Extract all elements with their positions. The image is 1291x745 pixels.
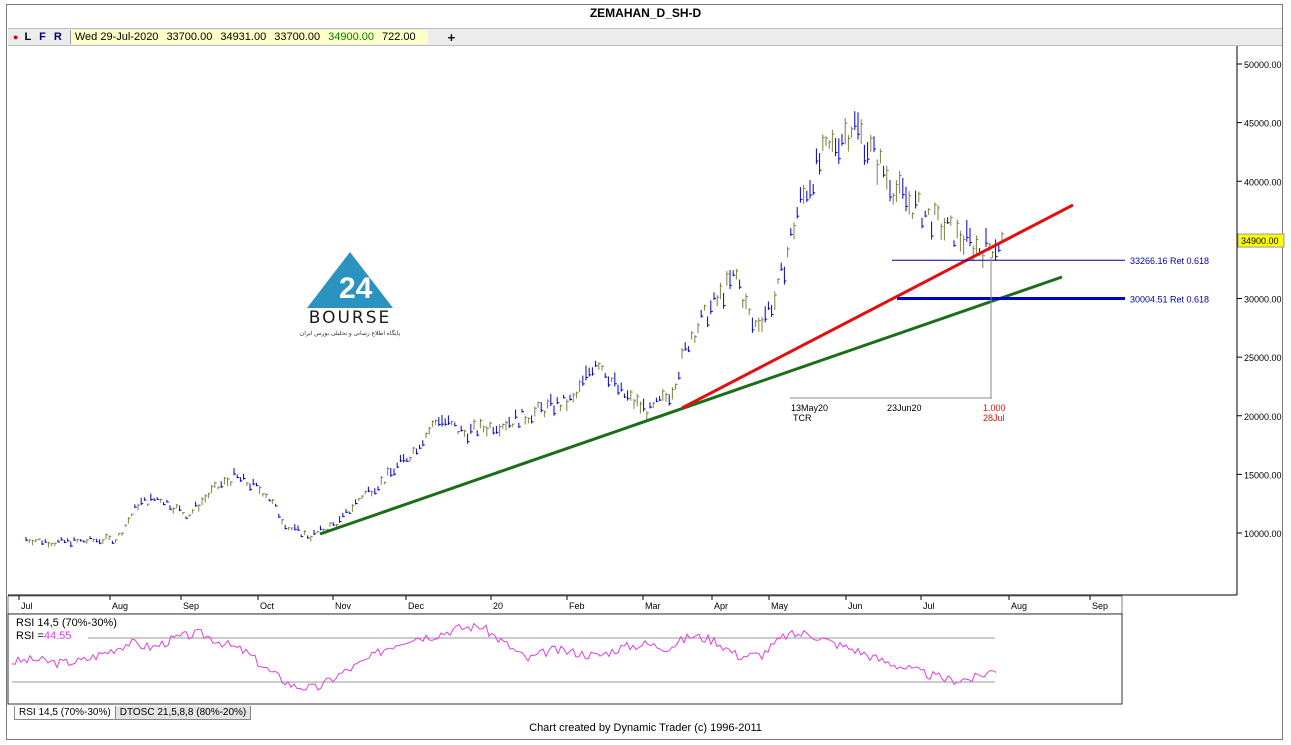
y-tick-label: 20000.00 [1244, 412, 1282, 422]
quote-change: 722.00 [382, 31, 416, 43]
logo-mark: 24 [339, 272, 373, 305]
y-tick-label: 30000.00 [1244, 295, 1282, 305]
quote-high: 34931.00 [220, 31, 267, 43]
x-tick-label: Feb [569, 601, 585, 611]
quote-low: 33700.00 [274, 31, 321, 43]
y-tick-label: 40000.00 [1244, 177, 1282, 187]
toggle-f-button[interactable]: F [39, 31, 46, 43]
tab-dtosc[interactable]: DTOSC 21,5,8,8 (80%-20%) [114, 706, 252, 720]
rsi-line [11, 622, 997, 691]
rsi-value-label: RSI = [16, 630, 44, 642]
x-tick-label: Apr [714, 601, 728, 611]
y-tick-label: 25000.00 [1244, 353, 1282, 363]
indicator-tabs: RSI 14,5 (70%-30%) DTOSC 21,5,8,8 (80%-2… [14, 706, 252, 720]
last-price-label: 34900.00 [1241, 236, 1279, 246]
rsi-value-row: RSI =44.55 [16, 630, 71, 642]
x-tick-label: Jul [923, 601, 935, 611]
x-tick-label: Aug [112, 601, 128, 611]
x-tick-label: May [771, 601, 789, 611]
last-price-box [1237, 233, 1285, 248]
quote-open: 33700.00 [166, 31, 213, 43]
quote-close: 34900.00 [328, 31, 374, 43]
x-tick-label: Dec [408, 601, 425, 611]
marker-sub-1: TCR [793, 413, 812, 423]
y-tick-label: 45000.00 [1244, 119, 1282, 129]
chart-title: ZEMAHAN_D_SH-D [589, 6, 702, 20]
y-tick-label: 50000.00 [1244, 60, 1282, 70]
support-trendline [319, 275, 1063, 536]
x-tick-label: Sep [1092, 601, 1108, 611]
marker-date-3: 28Jul [983, 413, 1005, 423]
record-dot-icon: ● [13, 32, 19, 42]
y-tick-label: 15000.00 [1244, 470, 1282, 480]
quote-box: Wed 29-Jul-2020 33700.00 34931.00 33700.… [69, 30, 428, 44]
marker-date-1: 13May20 [791, 403, 828, 413]
logo-word: BOURSE [308, 308, 392, 328]
x-tick-label: Nov [335, 601, 352, 611]
rsi-title: RSI 14,5 (70%-30%) [16, 617, 117, 629]
time-axis-strip [7, 595, 1123, 615]
bourse-logo: 24 BOURSE پایگاه اطلاع رسانی و تحلیلی بو… [293, 250, 407, 342]
marker-ratio: 1.000 [983, 403, 1006, 413]
uptrend-line [681, 203, 1074, 410]
x-tick-label: Mar [645, 601, 661, 611]
quote-date: Wed 29-Jul-2020 [74, 31, 159, 43]
x-tick-label: Jun [848, 601, 863, 611]
toggle-r-button[interactable]: R [53, 31, 62, 43]
logo-subtitle: پایگاه اطلاع رسانی و تحلیلی بورس ایران [299, 331, 401, 337]
rsi-panel [7, 613, 1123, 705]
footer-credit: Chart created by Dynamic Trader (c) 1996… [529, 722, 762, 734]
x-tick-label: Sep [183, 601, 199, 611]
x-tick-label: Jul [21, 601, 33, 611]
marker-date-2: 23Jun20 [887, 403, 922, 413]
logo-triangle-icon: 24 [307, 252, 393, 308]
tab-rsi[interactable]: RSI 14,5 (70%-30%) [14, 706, 116, 720]
retracement-label-1: 33266.16 Ret 0.618 [1130, 256, 1209, 266]
x-tick-label: Oct [260, 601, 275, 611]
add-button[interactable]: + [447, 29, 456, 45]
retracement-label-2: 30004.51 Ret 0.618 [1130, 294, 1209, 304]
x-tick-label: Aug [1011, 601, 1027, 611]
x-tick-label: 20 [493, 601, 503, 611]
toggle-l-button[interactable]: L [24, 31, 32, 43]
y-tick-label: 10000.00 [1244, 529, 1282, 539]
rsi-value: 44.55 [43, 630, 72, 642]
info-bar: ● L F R Wed 29-Jul-2020 33700.00 34931.0… [8, 28, 1282, 46]
